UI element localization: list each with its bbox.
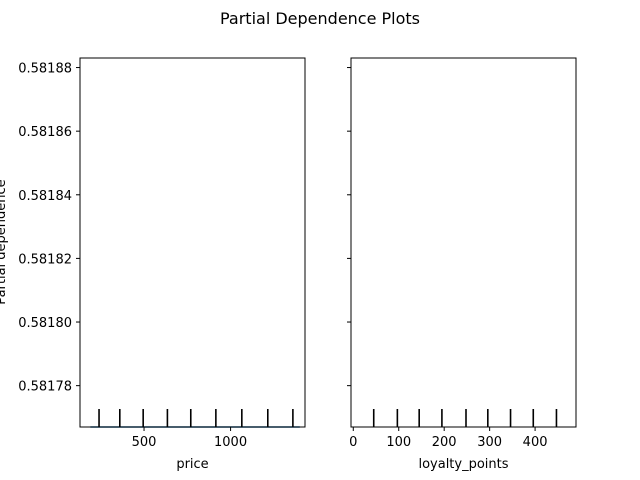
price-x-tick-label: 1000 <box>214 435 247 450</box>
y-tick-label: 0.58182 <box>18 252 72 267</box>
loyalty-points-x-tick-label: 400 <box>523 435 548 450</box>
y-tick-label: 0.58184 <box>18 189 72 204</box>
figure-title: Partial Dependence Plots <box>220 9 420 28</box>
y-tick-label: 0.58180 <box>18 316 72 331</box>
y-tick-label: 0.58188 <box>18 62 72 77</box>
y-tick-label: 0.58178 <box>18 380 72 395</box>
y-tick-label: 0.58186 <box>18 125 72 140</box>
price-x-tick-label: 500 <box>132 435 157 450</box>
loyalty-points-x-tick-label: 300 <box>477 435 502 450</box>
loyalty-points-x-axis-label: loyalty_points <box>418 457 508 472</box>
price-axes-frame <box>79 57 306 428</box>
y-axis-label: Partial dependence <box>0 179 9 304</box>
loyalty-points-panel: 0 100 200 300 400 loyalty_points <box>347 57 577 472</box>
loyalty-points-x-tick-label: 200 <box>432 435 457 450</box>
price-panel: 500 1000 price 0.58178 0.58180 0.58182 0.58184… <box>18 57 306 472</box>
loyalty-points-x-tick-label: 0 <box>349 435 357 450</box>
loyalty-points-axes-frame <box>350 57 577 428</box>
loyalty-points-x-tick-label: 100 <box>386 435 411 450</box>
price-x-axis-label: price <box>176 457 208 472</box>
